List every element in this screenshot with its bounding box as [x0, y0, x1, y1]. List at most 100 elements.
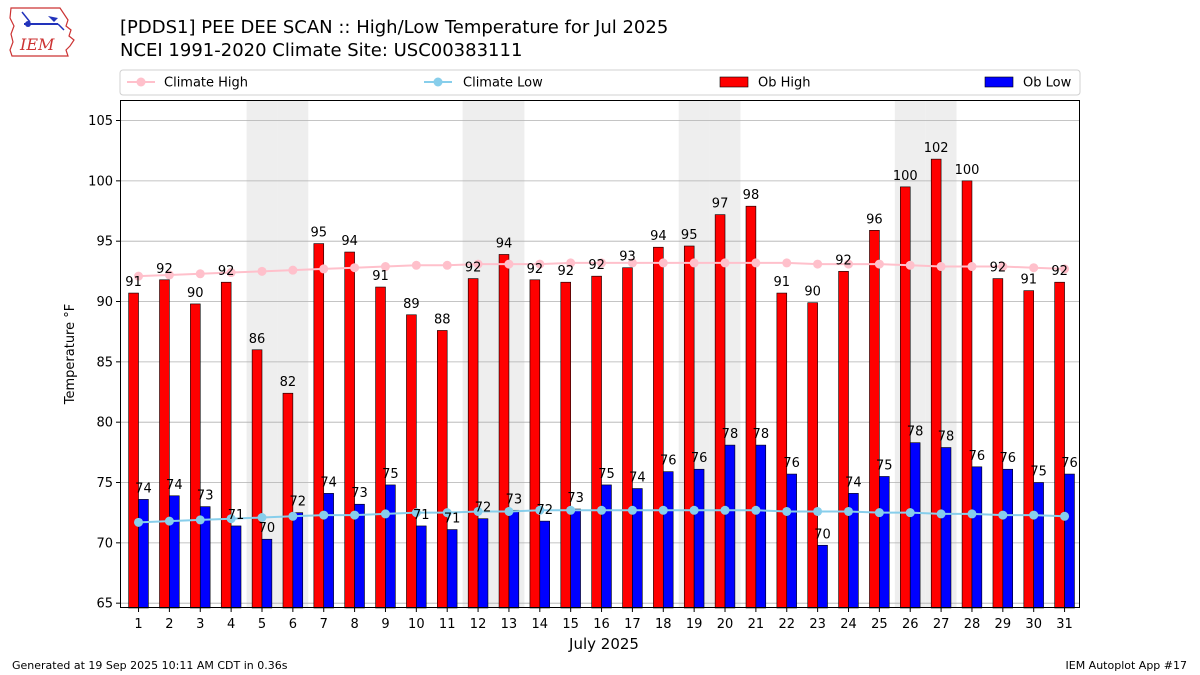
ob-high-bar	[406, 314, 417, 609]
climate-low-point	[257, 513, 267, 523]
ob-low-label: 76	[660, 454, 677, 469]
x-tick-label: 15	[562, 617, 579, 632]
climate-low-point	[874, 508, 884, 518]
ob-low-bar	[786, 473, 797, 609]
ob-low-label: 78	[753, 427, 770, 442]
ob-high-bar	[683, 245, 695, 609]
y-tick-label: 95	[96, 235, 113, 250]
climate-low-point	[504, 506, 514, 516]
ob-high-label: 96	[866, 212, 883, 227]
x-tick-label: 6	[289, 617, 297, 632]
climate-low-point	[288, 511, 298, 521]
ob-high-label: 92	[835, 253, 852, 268]
legend-ob-high-label: Ob High	[758, 76, 811, 91]
x-tick-label: 16	[593, 617, 610, 632]
ob-low-bar	[570, 508, 581, 609]
y-axis-label: Temperature °F	[63, 304, 78, 405]
x-tick-label: 1	[134, 617, 142, 632]
climate-low-point	[658, 505, 668, 515]
ob-low-bar	[693, 468, 705, 609]
climate-high-point	[813, 259, 823, 269]
ob-low-label: 78	[722, 427, 739, 442]
ob-low-label: 78	[938, 430, 955, 445]
climate-high-point	[627, 258, 637, 268]
climate-low-point	[473, 506, 483, 516]
ob-low-bar	[230, 525, 242, 609]
legend-climate-low-label: Climate Low	[463, 76, 543, 91]
climate-high-point	[782, 258, 792, 268]
y-tick-label: 65	[96, 597, 113, 612]
ob-high-label: 90	[187, 286, 204, 301]
x-tick-label: 13	[501, 617, 518, 632]
climate-high-point	[566, 258, 576, 268]
ob-low-label: 71	[228, 508, 245, 523]
x-tick-label: 7	[320, 617, 328, 632]
legend-ob-low-label: Ob Low	[1023, 76, 1072, 91]
ob-low-bar	[539, 520, 550, 609]
climate-low-point	[627, 505, 637, 515]
climate-high-point	[751, 258, 761, 268]
ob-high-label: 92	[218, 264, 235, 279]
ob-high-bar	[251, 349, 263, 609]
ob-high-bar	[344, 251, 355, 609]
ob-high-bar	[900, 186, 911, 609]
ob-low-label: 72	[536, 503, 553, 518]
climate-low-point	[998, 510, 1008, 520]
climate-low-point	[442, 508, 452, 518]
x-tick-label: 28	[964, 617, 981, 632]
ob-high-label: 94	[496, 236, 513, 251]
y-tick-label: 90	[96, 295, 113, 310]
x-tick-label: 3	[196, 617, 204, 632]
x-tick-label: 24	[840, 617, 857, 632]
x-tick-label: 23	[809, 617, 826, 632]
ob-low-bar	[724, 444, 736, 609]
ob-high-label: 89	[403, 297, 420, 312]
climate-high-point	[504, 259, 514, 269]
ob-low-label: 78	[907, 425, 924, 440]
x-tick-label: 11	[439, 617, 456, 632]
ob-low-bar	[755, 444, 767, 609]
climate-low-point	[813, 506, 823, 516]
y-tick-label: 75	[96, 476, 113, 491]
climate-low-point	[689, 505, 699, 515]
ob-high-bar	[653, 246, 664, 609]
ob-high-label: 95	[681, 228, 698, 243]
ob-low-label: 73	[197, 489, 214, 504]
ob-low-label: 70	[814, 527, 831, 542]
ob-high-label: 94	[650, 229, 667, 244]
ob-high-label: 98	[743, 188, 760, 203]
climate-low-point	[967, 509, 977, 519]
climate-high-point	[998, 262, 1008, 272]
climate-low-point	[720, 505, 730, 515]
ob-low-label: 74	[135, 481, 152, 496]
ob-low-label: 74	[629, 471, 646, 486]
ob-high-bar	[869, 230, 880, 609]
y-tick-label: 105	[88, 114, 113, 129]
ob-low-label: 76	[1061, 456, 1078, 471]
climate-low-point	[195, 515, 205, 525]
ob-low-bar	[138, 499, 149, 609]
ob-high-bar	[159, 279, 170, 609]
ob-low-bar	[385, 484, 396, 609]
climate-low-point	[566, 505, 576, 515]
climate-high-point	[874, 259, 884, 269]
climate-low-point	[411, 508, 421, 518]
ob-high-bar	[622, 267, 633, 609]
ob-high-bar	[220, 281, 232, 609]
climate-high-point	[597, 258, 607, 268]
x-axis-ticks: 1 2 3 4 5 6 7 8 9 10 11 12 13 14 15 16 17 18 19 20 21 22 23 24 2…	[134, 608, 1073, 632]
x-tick-label: 8	[350, 617, 358, 632]
x-tick-label: 25	[871, 617, 888, 632]
y-tick-label: 85	[96, 355, 113, 370]
climate-high-point	[319, 264, 329, 274]
climate-low-point	[936, 509, 946, 519]
climate-low-point	[597, 505, 607, 515]
ob-high-label: 91	[774, 275, 791, 290]
ob-low-bar	[323, 493, 334, 609]
ob-low-bar	[879, 476, 890, 609]
bars	[128, 158, 1075, 609]
ob-high-label: 82	[280, 375, 297, 390]
ob-high-label: 92	[1051, 264, 1068, 279]
climate-high-point	[473, 259, 483, 269]
ob-high-label: 91	[1020, 273, 1037, 288]
